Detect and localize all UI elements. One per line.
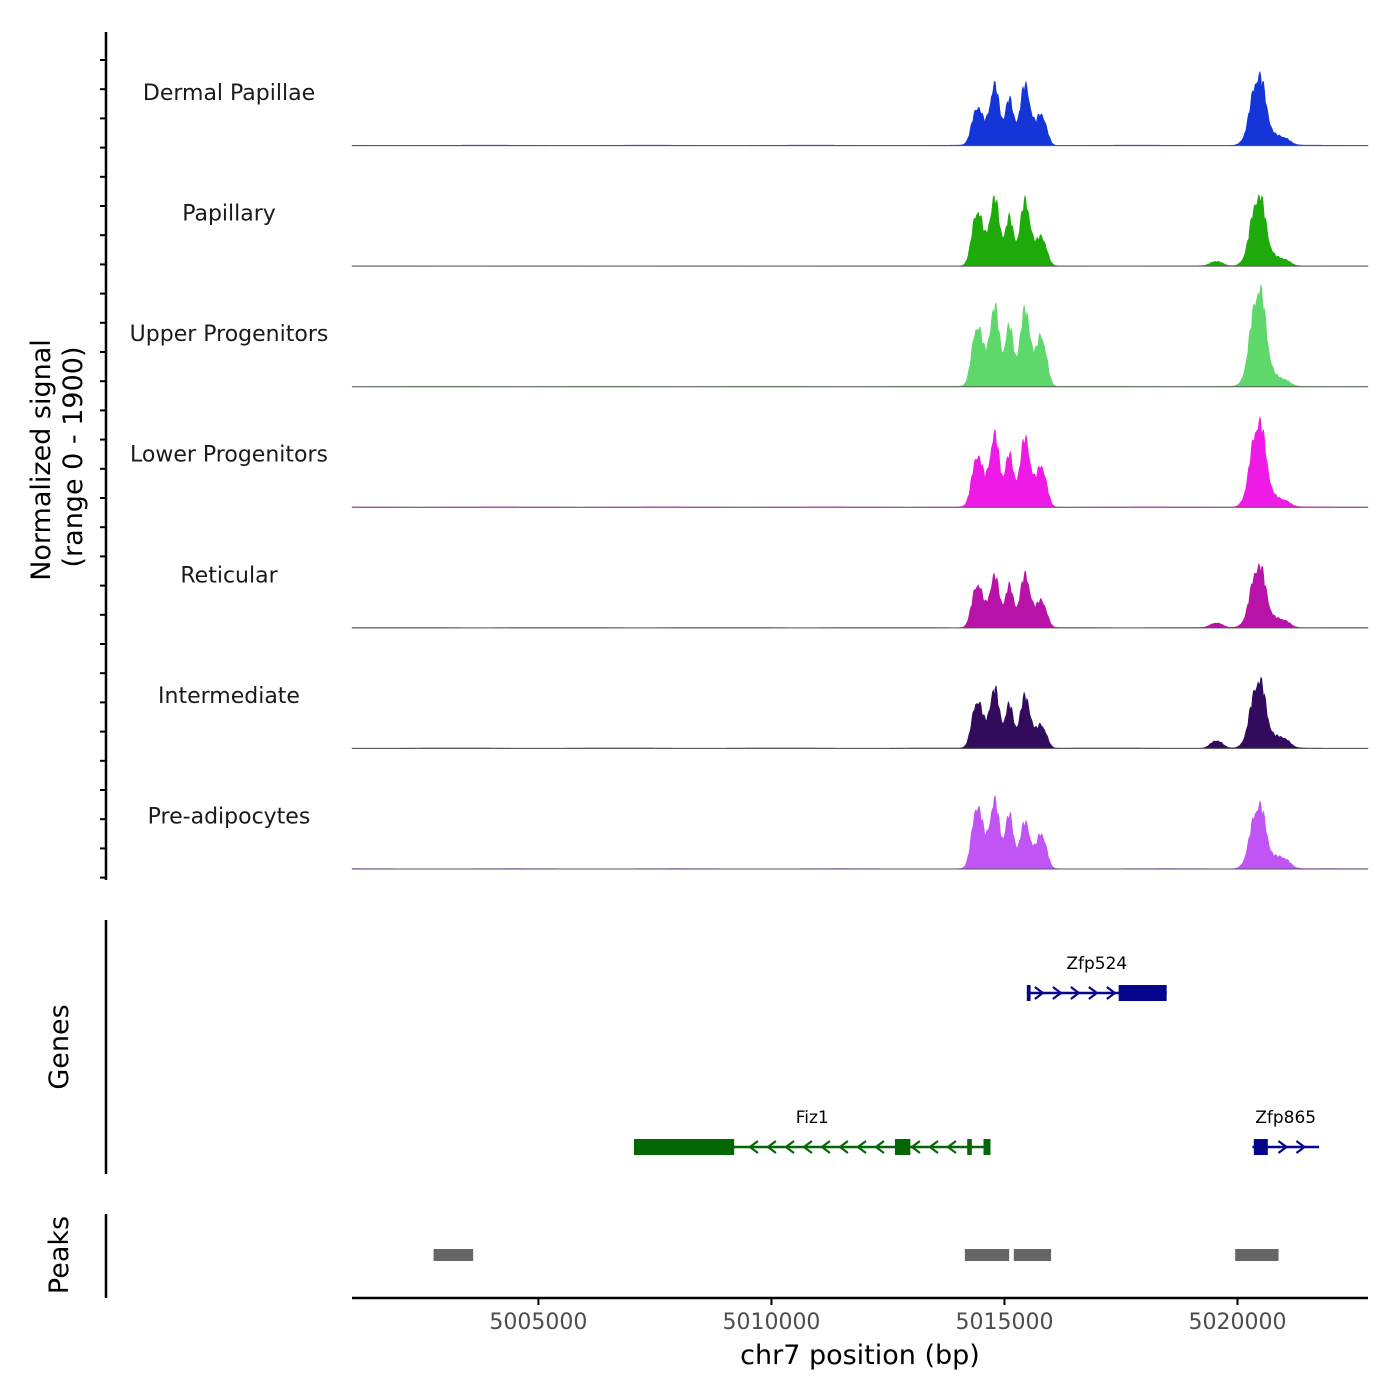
x-tick-label: 5010000 — [722, 1310, 820, 1335]
strand-arrow — [802, 1140, 813, 1154]
peak-region — [433, 1249, 474, 1261]
x-tick-label: 5005000 — [489, 1310, 587, 1335]
track-label: Upper Progenitors — [130, 322, 329, 347]
x-tick-label: 5015000 — [955, 1310, 1053, 1335]
peaks-track-title: Peaks — [44, 1216, 75, 1294]
track-intermediate: Intermediate — [158, 676, 1369, 749]
strand-arrow — [1034, 986, 1045, 1000]
signal-axis-title-line1: Normalized signal — [26, 339, 57, 581]
x-axis-title: chr7 position (bp) — [740, 1340, 980, 1371]
peaks-track — [433, 1249, 1279, 1261]
peak-region — [1235, 1249, 1279, 1261]
peak-region — [964, 1249, 1010, 1261]
track-label: Pre-adipocytes — [148, 804, 311, 829]
gene-exon — [1118, 985, 1167, 1001]
strand-arrow — [784, 1140, 795, 1154]
gene-label: Zfp524 — [1066, 954, 1127, 974]
strand-arrow — [1088, 986, 1099, 1000]
strand-arrow — [946, 1140, 957, 1154]
strand-arrow — [1277, 1140, 1289, 1154]
gene-zfp865: Zfp865 — [1252, 1108, 1320, 1155]
coverage-tracks: Dermal Papillae Papillary Upper Progenitor… — [130, 71, 1369, 870]
strand-arrow — [910, 1140, 921, 1154]
track-label: Lower Progenitors — [130, 443, 328, 468]
gene-fiz1: Fiz1 — [633, 1108, 991, 1155]
signal-y-axis — [100, 32, 108, 880]
coverage-area — [351, 676, 1369, 749]
gene-exon — [1026, 985, 1031, 1001]
signal-axis-title-line2: (range 0 - 1900) — [58, 347, 89, 568]
strand-arrow — [928, 1140, 939, 1154]
track-label: Reticular — [180, 563, 278, 588]
strand-arrow — [838, 1140, 849, 1154]
strand-arrow — [766, 1140, 777, 1154]
track-label: Dermal Papillae — [143, 81, 315, 106]
gene-label: Fiz1 — [796, 1108, 829, 1128]
strand-arrow — [874, 1140, 885, 1154]
gene-exon — [967, 1139, 972, 1155]
strand-arrow — [1070, 986, 1081, 1000]
track-papillary: Papillary — [182, 194, 1369, 267]
strand-arrow — [1106, 986, 1117, 1000]
coverage-area — [351, 795, 1369, 870]
coverage-area — [351, 562, 1369, 629]
track-label: Intermediate — [158, 684, 300, 709]
track-lower-progenitors: Lower Progenitors — [130, 416, 1369, 508]
coverage-area — [351, 194, 1369, 267]
coverage-area — [351, 71, 1369, 146]
genes-track: Zfp524 Fiz1 Zfp865 — [633, 954, 1320, 1155]
gene-exon — [894, 1139, 911, 1155]
peak-region — [1013, 1249, 1052, 1261]
track-pre-adipocytes: Pre-adipocytes — [148, 795, 1369, 870]
position-x-axis: 5005000 5010000 5015000 5020000 — [352, 1296, 1368, 1335]
strand-arrow — [1295, 1140, 1307, 1154]
strand-arrow — [1052, 986, 1063, 1000]
gene-exon — [1253, 1139, 1268, 1155]
coverage-area — [351, 284, 1369, 388]
genes-track-title: Genes — [44, 1004, 75, 1089]
gene-exon — [983, 1139, 991, 1155]
strand-arrow — [856, 1140, 867, 1154]
gene-exon — [633, 1139, 735, 1155]
strand-arrow — [748, 1140, 759, 1154]
track-dermal-papillae: Dermal Papillae — [143, 71, 1369, 147]
gene-zfp524: Zfp524 — [1026, 954, 1167, 1001]
gene-label: Zfp865 — [1255, 1108, 1316, 1128]
x-tick-label: 5020000 — [1189, 1310, 1287, 1335]
strand-arrow — [820, 1140, 831, 1154]
track-upper-progenitors: Upper Progenitors — [130, 284, 1369, 388]
track-reticular: Reticular — [180, 562, 1369, 629]
coverage-area — [351, 416, 1369, 508]
track-label: Papillary — [182, 202, 276, 227]
